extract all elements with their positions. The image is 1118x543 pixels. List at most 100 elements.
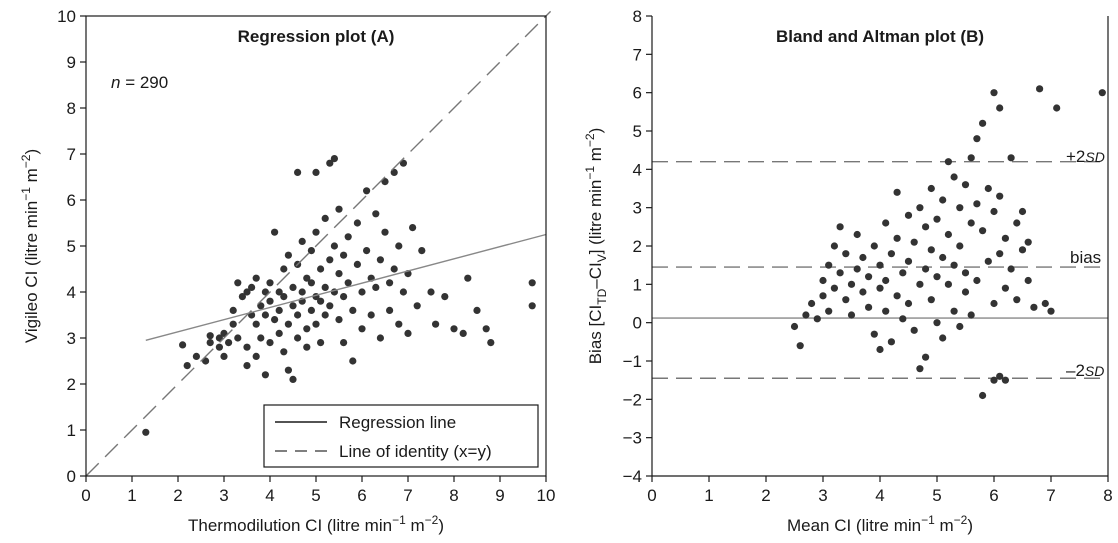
scatter-point-a (252, 352, 260, 360)
scatter-point-b (876, 284, 884, 292)
scatter-point-a (202, 357, 210, 365)
scatter-point-a (280, 265, 288, 273)
scatter-point-a (271, 316, 279, 324)
y-tick-label-b: −3 (623, 429, 642, 448)
scatter-point-a (418, 247, 426, 255)
scatter-point-b (870, 330, 878, 338)
y-tick-label-a: 2 (67, 375, 76, 394)
scatter-point-b (876, 345, 884, 354)
scatter-point-b (979, 391, 987, 400)
x-tick-label-b: 6 (989, 486, 998, 505)
scatter-point-b (944, 158, 953, 166)
regression-points (142, 155, 536, 436)
scatter-point-a (234, 334, 242, 342)
y-tick-label-b: 7 (633, 45, 642, 64)
scatter-point-a (413, 302, 421, 310)
scatter-point-b (996, 372, 1004, 380)
scatter-point-a (294, 168, 302, 176)
regression-line (145, 233, 547, 341)
scatter-point-b (990, 376, 998, 384)
scatter-point-a (395, 320, 403, 328)
scatter-point-b (950, 173, 958, 181)
scatter-point-a (399, 159, 407, 167)
regression-plot: 0 1 2 3 4 5 6 7 8 9 10 0 1 2 3 4 5 6 7 8 9 10 Regression plo… (19, 7, 555, 535)
bland-altman-plot: 0 1 2 3 4 5 6 7 8 −4 −3 −2 −1 0 1 2 3 4 5 6 7 8 Bland and Al… (583, 7, 1113, 535)
scatter-point-a (482, 325, 490, 333)
scatter-point-a (220, 352, 228, 360)
scatter-point-b (904, 257, 913, 265)
scatter-point-a (229, 320, 237, 328)
x-ticks-a: 0 1 2 3 4 5 6 7 8 9 10 (81, 476, 555, 505)
scatter-point-a (340, 293, 348, 301)
scatter-point-a (353, 260, 361, 268)
scatter-point-a (386, 279, 394, 287)
x-tick-label-a: 5 (311, 486, 320, 505)
scatter-point-a (340, 251, 348, 259)
scatter-point-a (192, 352, 200, 360)
scatter-point-b (996, 250, 1004, 258)
scatter-point-b (967, 219, 975, 227)
scatter-point-a (312, 168, 320, 176)
sample-size-annotation: n = 290 (111, 73, 168, 92)
scatter-point-b (865, 273, 873, 281)
scatter-point-a (390, 265, 398, 273)
scatter-point-b (944, 230, 953, 239)
scatter-point-a (363, 247, 371, 255)
scatter-point-b (950, 307, 958, 315)
chart-title-b: Bland and Altman plot (B) (776, 27, 984, 46)
scatter-point-b (939, 253, 947, 262)
y-tick-label-b: 0 (633, 314, 642, 333)
scatter-point-b (1047, 307, 1055, 315)
scatter-point-b (836, 269, 844, 277)
scatter-point-b (859, 288, 867, 296)
scatter-point-a (363, 187, 371, 195)
scatter-point-b (990, 207, 998, 216)
scatter-point-a (312, 320, 320, 328)
scatter-point-b (910, 238, 918, 246)
scatter-point-a (271, 228, 279, 236)
scatter-point-b (984, 257, 992, 265)
scatter-point-a (252, 274, 260, 282)
scatter-point-a (353, 219, 361, 227)
scatter-point-b (933, 215, 941, 223)
scatter-point-a (280, 348, 288, 356)
scatter-point-a (317, 339, 325, 347)
scatter-point-b (956, 204, 964, 212)
y-tick-label-b: 6 (633, 84, 642, 103)
scatter-point-a (487, 339, 495, 347)
y-tick-label-a: 10 (57, 7, 76, 26)
y-tick-label-a: 3 (67, 329, 76, 348)
scatter-point-b (847, 311, 856, 319)
x-tick-label-a: 9 (495, 486, 504, 505)
scatter-point-a (183, 362, 191, 370)
scatter-point-b (865, 303, 873, 311)
scatter-point-a (229, 306, 237, 314)
scatter-point-a (358, 288, 366, 296)
scatter-point-a (326, 159, 334, 167)
scatter-point-a (303, 325, 311, 333)
x-tick-label-a: 8 (449, 486, 458, 505)
ref-label-plus2sd: +2SD (1066, 147, 1105, 166)
scatter-point-a (326, 302, 334, 310)
y-tick-label-b: 1 (633, 275, 642, 294)
scatter-point-b (973, 200, 981, 208)
scatter-point-a (335, 270, 343, 278)
scatter-point-b (882, 219, 890, 227)
x-tick-label-a: 1 (127, 486, 136, 505)
scatter-point-b (1041, 299, 1049, 308)
scatter-point-b (808, 299, 816, 308)
legend-box (263, 404, 539, 468)
bland-altman-points (790, 85, 1106, 400)
y-ticks-a: 0 1 2 3 4 5 6 7 8 9 10 (57, 7, 86, 486)
scatter-point-b (876, 261, 884, 269)
scatter-point-b (1030, 303, 1038, 311)
scatter-point-b (939, 196, 947, 204)
scatter-point-a (349, 357, 357, 365)
scatter-point-b (927, 246, 935, 254)
scatter-point-b (1036, 85, 1044, 93)
scatter-point-a (289, 302, 297, 310)
ref-label-minus2sd: –2SD (1066, 361, 1104, 380)
scatter-point-a (266, 279, 274, 287)
scatter-point-b (882, 307, 890, 315)
scatter-point-a (142, 428, 150, 436)
